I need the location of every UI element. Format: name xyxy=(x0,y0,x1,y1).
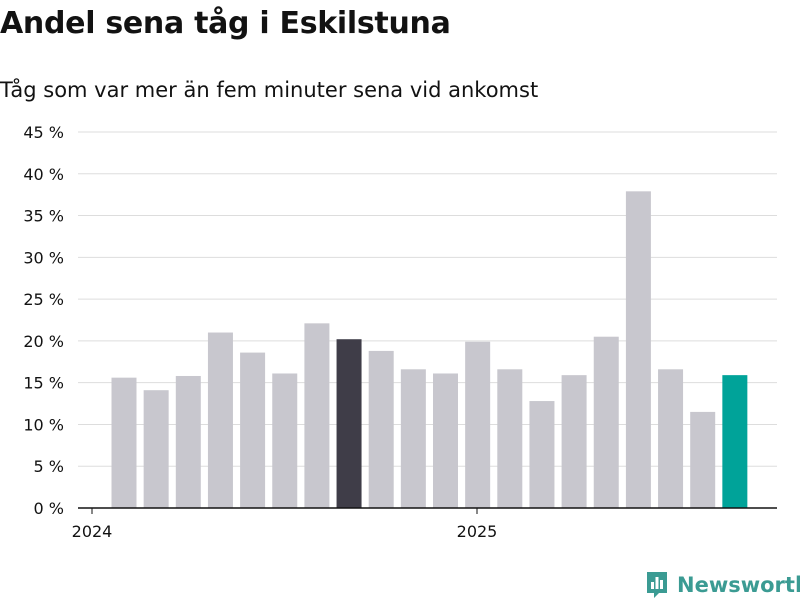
bar xyxy=(433,373,458,508)
chart-title: Andel sena tåg i Eskilstuna xyxy=(0,6,451,41)
bar xyxy=(561,375,587,508)
y-tick-label: 25 % xyxy=(23,290,64,309)
y-tick-label: 0 % xyxy=(34,499,64,518)
bar xyxy=(143,390,169,508)
brand-name: Newsworthy xyxy=(677,573,800,597)
bar xyxy=(593,336,619,508)
y-tick-label: 40 % xyxy=(23,165,64,184)
bar xyxy=(111,377,137,508)
y-tick-label: 5 % xyxy=(34,457,64,476)
y-tick-label: 30 % xyxy=(23,248,64,267)
y-tick-label: 45 % xyxy=(23,123,64,142)
newsworthy-logo: Newsworthy xyxy=(645,570,800,600)
bar xyxy=(529,401,555,508)
bar xyxy=(175,375,201,508)
bar xyxy=(625,191,651,508)
bar xyxy=(465,341,491,508)
bar xyxy=(368,350,394,508)
bar xyxy=(722,375,748,508)
y-tick-label: 15 % xyxy=(23,374,64,393)
y-tick-label: 35 % xyxy=(23,207,64,226)
bar xyxy=(240,352,266,508)
bar xyxy=(272,373,298,508)
y-tick-label: 10 % xyxy=(23,415,64,434)
y-tick-label: 20 % xyxy=(23,332,64,351)
x-tick-label: 2024 xyxy=(72,522,113,541)
bar xyxy=(690,411,716,508)
bar xyxy=(336,339,362,508)
bar xyxy=(207,332,233,508)
bar xyxy=(400,369,426,508)
bar xyxy=(497,369,523,508)
chart-subtitle: Tåg som var mer än fem minuter sena vid … xyxy=(0,78,539,102)
x-tick-label: 2025 xyxy=(457,522,498,541)
bar xyxy=(658,369,684,508)
newsworthy-logo-icon xyxy=(647,572,667,598)
bar xyxy=(304,323,330,508)
